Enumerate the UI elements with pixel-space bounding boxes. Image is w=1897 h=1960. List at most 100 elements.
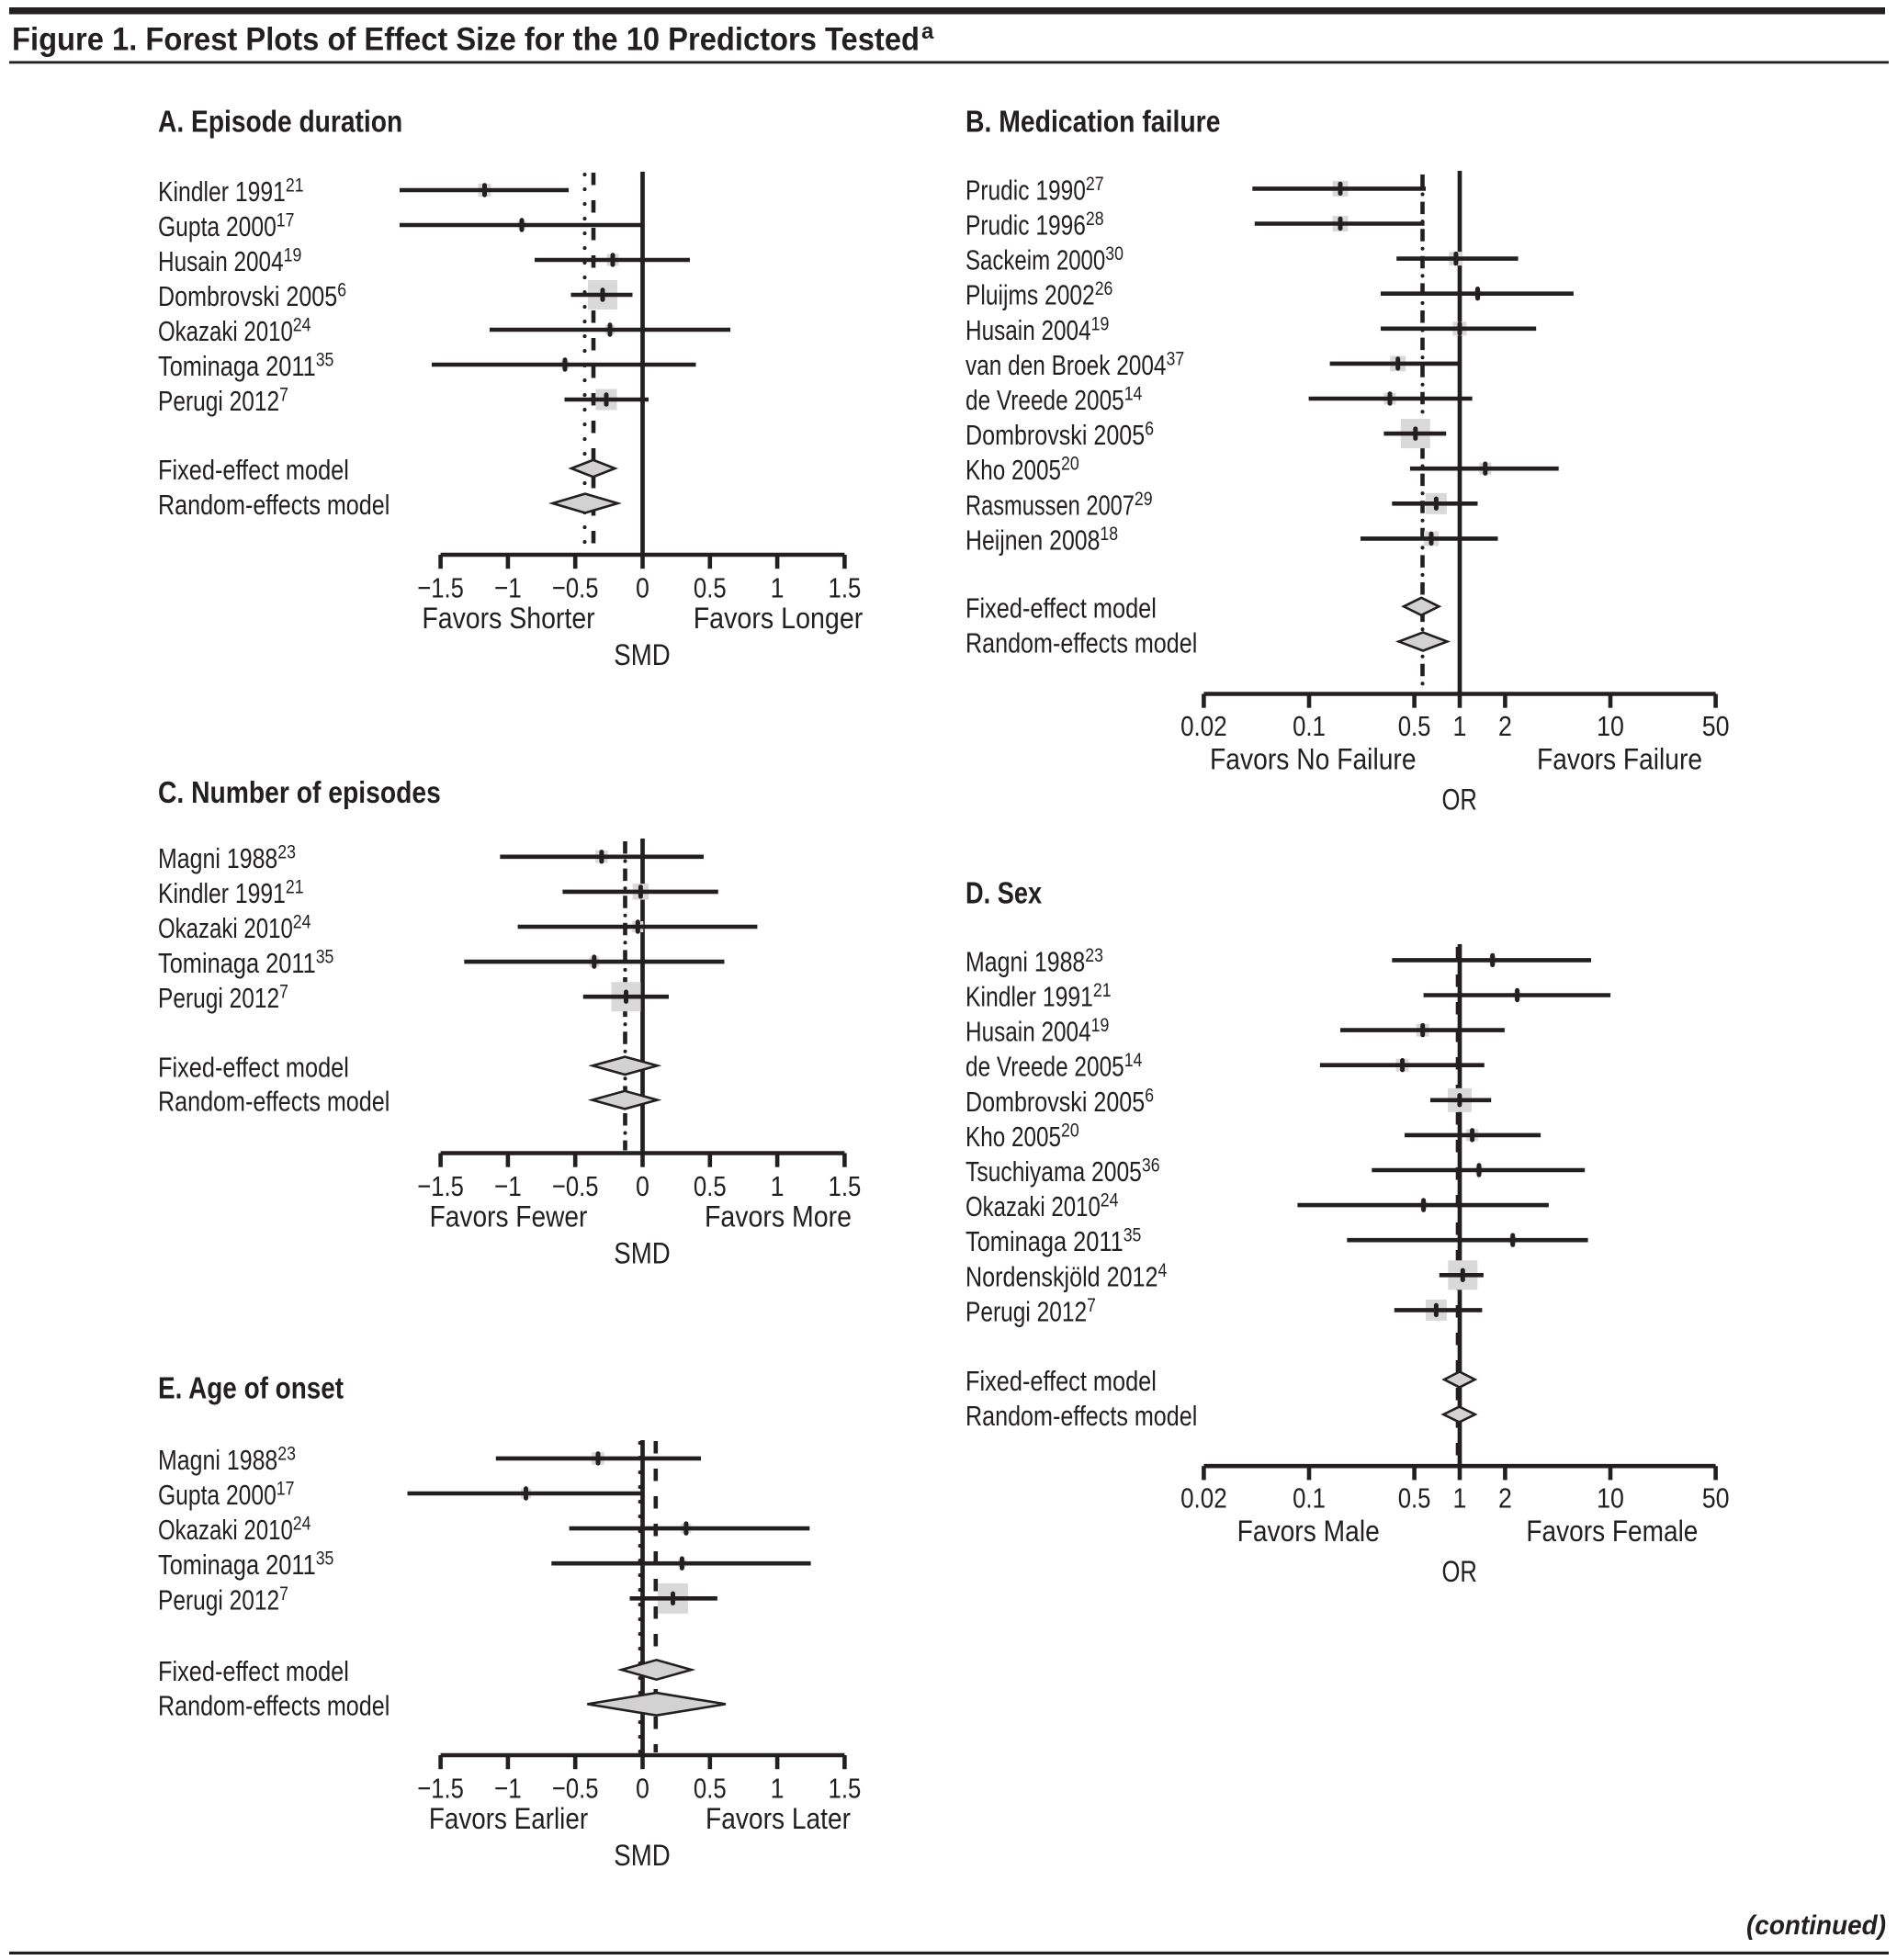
svg-text:4: 4 [1158, 1259, 1168, 1281]
svg-text:Fixed-effect model: Fixed-effect model [158, 1051, 349, 1083]
svg-text:Tominaga 2011: Tominaga 2011 [158, 1549, 316, 1581]
svg-text:6: 6 [337, 279, 346, 301]
svg-text:1: 1 [1453, 1482, 1467, 1515]
svg-text:van den Broek 2004: van den Broek 2004 [965, 349, 1167, 381]
svg-text:Tominaga 2011: Tominaga 2011 [158, 947, 316, 979]
svg-text:1: 1 [771, 1773, 785, 1805]
svg-text:20: 20 [1061, 1119, 1079, 1141]
svg-text:50: 50 [1702, 710, 1730, 742]
svg-text:19: 19 [1091, 1014, 1110, 1036]
svg-text:17: 17 [277, 1478, 295, 1500]
svg-text:1.5: 1.5 [829, 572, 862, 604]
svg-text:E. Age of onset: E. Age of onset [158, 1370, 344, 1404]
svg-text:10: 10 [1597, 710, 1624, 742]
svg-text:7: 7 [279, 981, 288, 1003]
svg-text:1: 1 [771, 572, 785, 604]
svg-text:−0.5: −0.5 [552, 1170, 599, 1202]
svg-text:35: 35 [316, 349, 334, 371]
svg-text:−1.5: −1.5 [417, 572, 464, 604]
svg-text:Magni 1988: Magni 1988 [158, 842, 277, 874]
svg-text:Okazaki 2010: Okazaki 2010 [965, 1190, 1101, 1222]
svg-text:0.02: 0.02 [1180, 710, 1227, 742]
svg-text:21: 21 [286, 175, 304, 197]
svg-text:de Vreede 2005: de Vreede 2005 [965, 1051, 1124, 1083]
svg-text:18: 18 [1100, 523, 1118, 545]
svg-text:−1.5: −1.5 [417, 1170, 464, 1202]
svg-text:OR: OR [1442, 783, 1477, 817]
svg-text:0: 0 [636, 1773, 649, 1805]
svg-text:a: a [921, 19, 934, 44]
svg-text:Perugi 2012: Perugi 2012 [158, 385, 279, 417]
svg-text:0.1: 0.1 [1293, 710, 1326, 742]
svg-text:24: 24 [293, 1513, 311, 1535]
svg-text:35: 35 [316, 1548, 334, 1570]
svg-text:Perugi 2012: Perugi 2012 [158, 982, 279, 1014]
svg-text:27: 27 [1086, 173, 1104, 195]
svg-text:0: 0 [636, 572, 649, 604]
svg-text:Fixed-effect model: Fixed-effect model [158, 454, 349, 486]
svg-text:Prudic 1996: Prudic 1996 [965, 209, 1086, 242]
svg-text:1.5: 1.5 [829, 1170, 862, 1202]
svg-text:50: 50 [1702, 1482, 1730, 1515]
svg-text:Favors Female: Favors Female [1526, 1515, 1698, 1548]
svg-text:30: 30 [1105, 242, 1124, 265]
svg-text:SMD: SMD [614, 638, 670, 671]
svg-text:B. Medication failure: B. Medication failure [965, 105, 1221, 139]
svg-text:2: 2 [1498, 710, 1512, 742]
svg-text:Kho 2005: Kho 2005 [965, 1121, 1061, 1153]
svg-text:0.5: 0.5 [1398, 710, 1431, 742]
svg-text:Nordenskjöld 2012: Nordenskjöld 2012 [965, 1260, 1158, 1292]
svg-text:Favors Longer: Favors Longer [694, 602, 864, 635]
svg-text:Tominaga 2011: Tominaga 2011 [965, 1225, 1124, 1257]
svg-text:Okazaki 2010: Okazaki 2010 [158, 315, 293, 347]
svg-text:1.5: 1.5 [829, 1773, 862, 1805]
svg-text:Heijnen 2008: Heijnen 2008 [965, 524, 1100, 556]
svg-text:0.02: 0.02 [1180, 1482, 1227, 1515]
svg-text:6: 6 [1145, 1084, 1154, 1106]
svg-text:35: 35 [1124, 1224, 1142, 1246]
svg-text:29: 29 [1135, 488, 1153, 510]
svg-text:0: 0 [636, 1170, 649, 1202]
svg-text:−1.5: −1.5 [417, 1773, 464, 1805]
svg-text:24: 24 [1101, 1189, 1119, 1211]
svg-text:Magni 1988: Magni 1988 [965, 945, 1085, 977]
svg-text:Okazaki 2010: Okazaki 2010 [158, 912, 293, 944]
svg-text:0.1: 0.1 [1293, 1482, 1326, 1515]
svg-text:24: 24 [293, 314, 311, 336]
svg-text:Kindler 1991: Kindler 1991 [158, 175, 286, 208]
svg-text:23: 23 [277, 840, 296, 862]
svg-text:23: 23 [277, 1442, 296, 1464]
svg-text:19: 19 [1091, 312, 1110, 334]
svg-text:−0.5: −0.5 [552, 572, 599, 604]
svg-text:Favors Later: Favors Later [706, 1802, 851, 1835]
svg-text:2: 2 [1498, 1482, 1512, 1515]
svg-text:−1: −1 [494, 572, 522, 604]
svg-text:Gupta 2000: Gupta 2000 [158, 1479, 277, 1511]
svg-text:1: 1 [771, 1170, 785, 1202]
svg-text:SMD: SMD [614, 1839, 670, 1872]
svg-text:Favors Male: Favors Male [1237, 1515, 1380, 1548]
svg-text:Kindler 1991: Kindler 1991 [158, 877, 286, 909]
svg-text:−0.5: −0.5 [552, 1773, 599, 1805]
svg-text:−1: −1 [494, 1773, 522, 1805]
svg-text:Gupta 2000: Gupta 2000 [158, 210, 277, 242]
svg-text:24: 24 [293, 911, 311, 933]
svg-text:Fixed-effect model: Fixed-effect model [158, 1655, 349, 1687]
svg-text:C. Number of episodes: C. Number of episodes [158, 775, 441, 809]
svg-text:Random-effects model: Random-effects model [965, 1400, 1197, 1432]
svg-text:17: 17 [277, 209, 295, 231]
svg-text:Pluijms 2002: Pluijms 2002 [965, 279, 1095, 311]
svg-text:28: 28 [1086, 208, 1104, 230]
svg-text:Random-effects model: Random-effects model [965, 627, 1197, 659]
svg-text:SMD: SMD [614, 1237, 670, 1270]
svg-text:OR: OR [1442, 1555, 1477, 1588]
svg-text:Random-effects model: Random-effects model [158, 489, 390, 521]
svg-text:A. Episode duration: A. Episode duration [158, 105, 402, 139]
svg-text:Random-effects model: Random-effects model [158, 1689, 390, 1721]
svg-text:Dombrovski 2005: Dombrovski 2005 [965, 1086, 1145, 1118]
svg-text:(continued): (continued) [1746, 1910, 1886, 1941]
svg-text:Husain 2004: Husain 2004 [965, 1016, 1091, 1048]
svg-text:Tominaga 2011: Tominaga 2011 [158, 350, 316, 382]
svg-text:0.5: 0.5 [1398, 1482, 1431, 1515]
svg-text:6: 6 [1145, 418, 1154, 440]
